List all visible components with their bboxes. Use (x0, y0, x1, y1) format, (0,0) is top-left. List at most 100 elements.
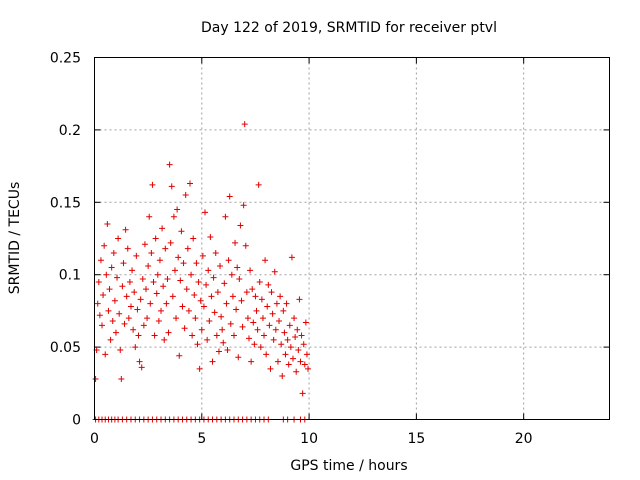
data-point (227, 320, 234, 327)
data-point (258, 296, 265, 303)
data-point (125, 315, 132, 322)
data-point (122, 226, 129, 233)
data-point (300, 341, 307, 348)
data-point (254, 326, 261, 333)
data-point (257, 344, 264, 351)
data-point (189, 332, 196, 339)
data-point (111, 297, 118, 304)
data-point (137, 296, 144, 303)
data-point (114, 274, 121, 281)
data-point (196, 365, 203, 372)
data-point (218, 313, 225, 320)
x-axis-tick-labels: 0 5 10 15 20 (90, 431, 533, 447)
data-point (110, 249, 117, 256)
data-point (205, 267, 212, 274)
data-point (287, 344, 294, 351)
data-point (209, 358, 216, 365)
data-point (146, 213, 153, 220)
data-point (217, 263, 224, 270)
data-point (127, 303, 134, 310)
data-point (233, 306, 240, 313)
data-point (151, 332, 158, 339)
data-point (274, 358, 281, 365)
data-point (284, 336, 291, 343)
data-point (251, 341, 258, 348)
x-tick-label: 20 (515, 431, 533, 447)
data-point (303, 351, 310, 358)
data-point (182, 192, 189, 199)
data-point (249, 286, 256, 293)
data-point (161, 336, 168, 343)
data-point (262, 257, 269, 264)
data-point (292, 333, 299, 340)
data-point (109, 318, 116, 325)
data-point (190, 235, 197, 242)
data-point (285, 361, 292, 368)
data-point (180, 260, 187, 267)
data-point (288, 254, 295, 261)
data-point (160, 283, 167, 290)
y-axis-label: SRMTID / TECUs (7, 182, 23, 295)
data-point (188, 271, 195, 278)
data-point (92, 375, 99, 382)
data-point (276, 318, 283, 325)
data-point (198, 326, 205, 333)
data-point (243, 289, 250, 296)
data-point (294, 326, 301, 333)
data-point (207, 234, 214, 241)
data-point (169, 293, 176, 300)
data-point (147, 300, 154, 307)
data-point (117, 346, 124, 353)
data-point (148, 249, 155, 256)
data-point (302, 319, 309, 326)
data-point (135, 332, 142, 339)
data-point (107, 336, 114, 343)
data-point (121, 320, 128, 327)
data-point (154, 271, 161, 278)
data-point (267, 365, 274, 372)
data-point (186, 180, 193, 187)
data-point (153, 290, 160, 297)
data-point (118, 375, 125, 382)
data-point (253, 307, 260, 314)
data-point (101, 242, 108, 249)
data-point (181, 325, 188, 332)
data-point (164, 276, 171, 283)
data-point (278, 341, 285, 348)
data-point (293, 368, 300, 375)
data-point (238, 297, 245, 304)
data-point (219, 326, 226, 333)
data-point (143, 286, 149, 293)
data-point (234, 264, 241, 271)
data-point (232, 239, 239, 246)
data-point (171, 267, 178, 274)
data-point (203, 281, 210, 288)
data-point (204, 336, 211, 343)
data-point (291, 315, 298, 322)
data-point (265, 281, 272, 288)
data-point (102, 351, 109, 358)
data-point (162, 245, 169, 252)
data-point (269, 310, 276, 317)
data-point (193, 260, 200, 267)
data-point (298, 332, 305, 339)
y-tick-label: 0.05 (50, 340, 81, 356)
data-point (191, 291, 198, 298)
chart-title: Day 122 of 2019, SRMTID for receiver ptv… (201, 20, 497, 36)
data-point (183, 286, 190, 293)
data-point (226, 193, 233, 200)
data-points (92, 121, 312, 423)
data-point (281, 329, 288, 336)
y-tick-label: 0.25 (50, 51, 81, 67)
y-axis-tick-labels: 0 0.05 0.1 0.15 0.2 0.25 (50, 51, 81, 429)
data-point (244, 315, 251, 322)
data-point (155, 318, 162, 325)
y-tick-label: 0.15 (50, 195, 81, 211)
data-point (197, 297, 204, 304)
data-point (175, 254, 182, 261)
data-point (159, 225, 166, 232)
grid-lines (94, 57, 610, 420)
data-point (295, 346, 302, 353)
data-point (106, 286, 113, 293)
data-point (266, 322, 273, 329)
